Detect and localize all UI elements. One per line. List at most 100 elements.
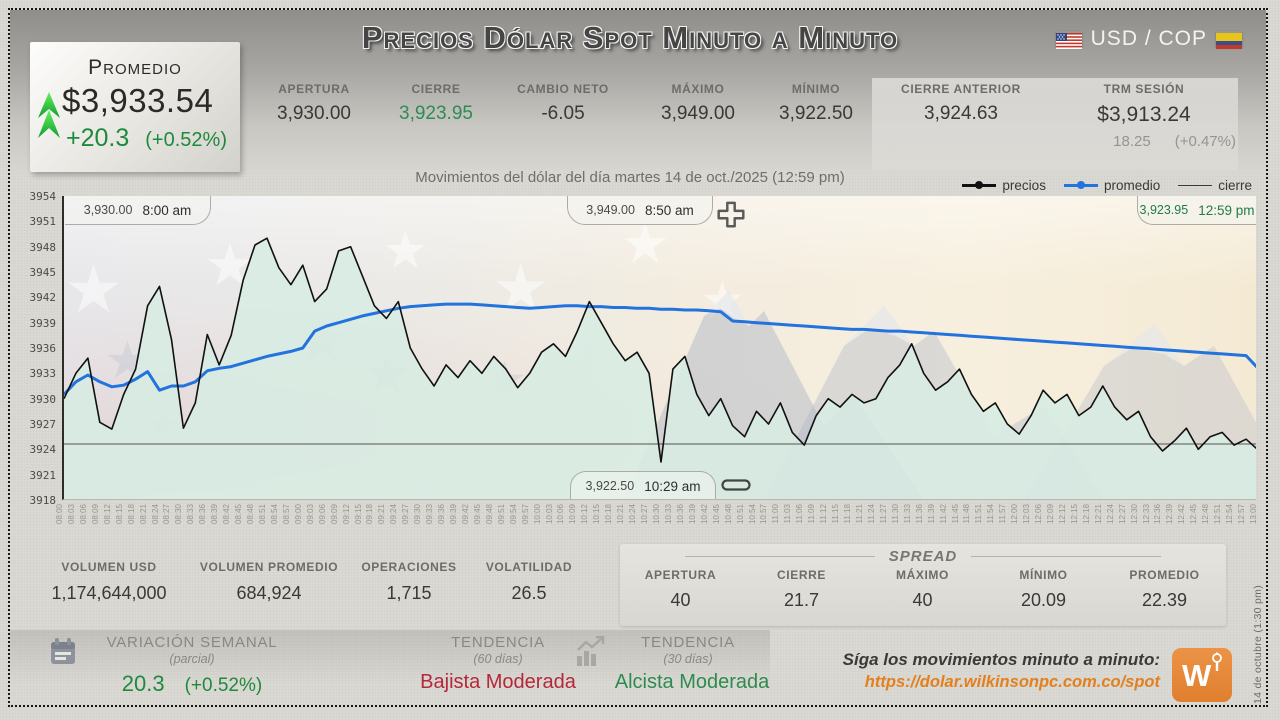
x-tick-label: 10:21 [616,504,626,525]
y-tick-label: 3936 [29,342,57,355]
spread-panel: SPREAD APERTURA 40 CIERRE 21.7 MÁXIMO 40… [620,544,1226,626]
stat-cierre-anterior: CIERRE ANTERIOR 3,924.63 [901,82,1021,124]
chart-subtitle: Movimientos del dólar del día martes 14 … [415,169,845,186]
legend-precios[interactable]: precios [962,178,1046,193]
x-tick-label: 12:09 [1046,504,1056,525]
x-tick-label: 09:06 [317,504,327,525]
x-tick-label: 08:09 [90,504,100,525]
x-tick-label: 12:24 [1105,504,1115,525]
precios-line-swatch [962,181,997,189]
x-tick-label: 11:30 [890,504,900,524]
x-tick-label: 08:30 [174,504,184,525]
promedio-change-pct: (+0.52%) [145,129,227,151]
move-crosshair-icon[interactable] [716,201,746,238]
x-tick-label: 09:27 [401,504,411,525]
tendencia-30-value: Alcista Moderada [614,671,770,693]
x-tick-label: 12:48 [1201,504,1211,525]
x-tick-label: 11:06 [795,504,805,524]
volume-stats: VOLUMEN USD 1,174,644,000 VOLUMEN PROMED… [34,560,594,604]
legend-cierre[interactable]: cierre [1178,178,1252,193]
stat-cierre: CIERRE 3,923.95 [399,82,473,124]
x-tick-label: 10:33 [663,504,673,525]
spread-rule-right [971,556,1162,557]
x-tick-label: 11:42 [938,504,948,524]
x-tick-label: 08:42 [222,504,232,525]
stat-trm-sesion: TRM SESIÓN $3,913.24 18.25 (+0.47%) [1097,82,1236,150]
x-tick-label: 11:09 [807,504,817,524]
x-tick-label: 09:36 [437,504,447,525]
x-tick-label: 08:27 [162,504,172,525]
zoom-reset-icon[interactable] [721,478,751,496]
x-tick-label: 09:30 [413,504,423,525]
y-tick-label: 3933 [29,367,57,381]
x-tick-label: 11:27 [878,504,888,524]
plot-area[interactable]: ★ ★ ★ ★ ★ ★ ★ ★ ★ ★ ★ 3,930.00 8:00 am [62,196,1256,500]
x-tick-label: 09:54 [508,504,518,525]
x-tick-label: 08:51 [257,504,267,525]
x-tick-label: 10:09 [568,504,578,525]
x-tick-label: 08:00 [55,504,64,525]
x-tick-label: 10:00 [532,504,542,525]
follow-link[interactable]: https://dolar.wilkinsonpc.com.co/spot [864,673,1160,691]
trm-change-pct: (+0.47%) [1174,133,1236,150]
stat-cambio-neto: CAMBIO NETO -6.05 [517,82,609,124]
x-tick-label: 09:51 [496,504,506,525]
promedio-line-swatch [1063,181,1098,189]
x-tick-label: 08:54 [269,504,279,525]
promedio-card: Promedio $3,933.54 +20.3 (+0.52%) [30,42,240,172]
stat-volumen-usd: VOLUMEN USD 1,174,644,000 [51,560,167,603]
trm-change: 18.25 [1113,133,1151,150]
x-tick-label: 11:54 [986,504,996,524]
footer-shade [10,630,770,702]
annotation-apertura: 3,930.00 8:00 am [65,196,211,225]
follow-callout: Síga los movimientos minuto a minuto: ht… [790,650,1160,692]
y-tick-label: 3921 [29,468,57,482]
x-tick-label: 08:39 [210,504,220,525]
x-tick-label: 08:18 [126,504,136,525]
x-tick-label: 11:03 [783,504,793,524]
x-tick-label: 10:30 [652,504,661,525]
logo-letter: W [1182,658,1212,693]
stat-operaciones: OPERACIONES 1,715 [361,560,457,603]
x-tick-label: 11:00 [771,504,781,524]
x-tick-label: 08:33 [186,504,196,525]
x-tick-label: 12:54 [1225,504,1235,525]
tendencia-60: TENDENCIA (60 días) [451,634,545,666]
x-tick-label: 12:33 [1141,504,1151,525]
x-tick-label: 13:00 [1249,504,1258,525]
x-tick-label: 11:39 [926,504,936,524]
x-tick-label: 09:45 [472,504,482,525]
promedio-change: +20.3 [66,124,130,152]
x-tick-label: 12:51 [1213,504,1223,525]
x-tick-label: 08:21 [138,504,148,525]
x-tick-label: 12:03 [1022,504,1032,525]
x-tick-label: 08:15 [114,504,124,525]
x-tick-label: 10:06 [556,504,566,525]
top-stats-right: CIERRE ANTERIOR 3,924.63 TRM SESIÓN $3,9… [872,78,1238,170]
wilkinson-logo[interactable]: W [1172,648,1232,702]
spread-cierre: CIERRE 21.7 [777,568,826,610]
x-tick-label: 09:42 [460,504,470,525]
legend-promedio[interactable]: promedio [1063,178,1160,193]
x-tick-label: 09:12 [341,504,351,525]
x-tick-label: 08:48 [246,504,256,525]
side-note: 14 de octubre (1:30 pm) [1252,585,1264,704]
co-flag-icon [1216,31,1242,49]
x-tick-label: 08:03 [66,504,76,525]
x-tick-label: 11:21 [854,504,864,524]
x-tick-label: 10:39 [687,504,697,525]
stat-minimo: MÍNIMO 3,922.50 [779,82,853,124]
y-tick-label: 3927 [29,418,57,431]
x-tick-label: 09:39 [449,504,459,525]
y-tick-label: 3918 [29,494,57,507]
x-tick-label: 11:12 [819,504,829,524]
x-tick-label: 11:18 [843,504,853,524]
x-tick-label: 09:24 [389,504,399,525]
variacion-semanal: VARIACIÓN SEMANAL (parcial) [106,634,278,666]
x-tick-label: 10:27 [640,504,650,525]
x-tick-label: 12:27 [1117,504,1127,525]
y-tick-label: 3945 [29,266,57,279]
pair-label: USD / COP [1090,27,1207,50]
x-tick-label: 08:57 [281,504,291,525]
logo-currency-icon [1212,652,1222,671]
